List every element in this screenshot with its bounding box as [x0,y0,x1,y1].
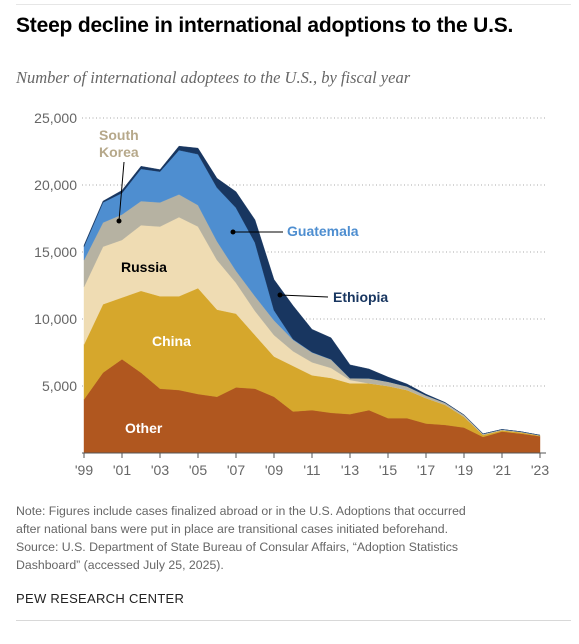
x-tick-label: '23 [531,462,549,478]
chart-subtitle: Number of international adoptees to the … [16,68,411,87]
x-tick-label: '13 [341,462,359,478]
y-tick-label: 5,000 [42,378,77,394]
x-tick-label: '21 [493,462,511,478]
x-tick-label: '03 [151,462,169,478]
leader-south-korea [118,161,125,222]
note-line: after national bans were put in place ar… [16,522,449,536]
area-chart: 5,000 10,000 15,000 20,000 25,000 '99 '0… [34,110,549,478]
note-line: Note: Figures include cases finalized ab… [16,504,466,518]
series-label-ethiopia: Ethiopia [333,289,388,305]
series-label-guatemala: Guatemala [287,223,359,239]
axes: 5,000 10,000 15,000 20,000 25,000 '99 '0… [34,110,549,478]
x-tick-label: '09 [265,462,283,478]
series-label-china: China [152,333,191,349]
note-line: Source: U.S. Department of State Bureau … [16,540,458,554]
y-tick-label: 15,000 [34,244,77,260]
x-tick-label: '15 [379,462,397,478]
area-ethiopia [83,145,541,436]
y-tick-label: 20,000 [34,177,77,193]
y-tick-label: 10,000 [34,311,77,327]
leader-ethiopia-dot [277,292,283,298]
x-tick-label: '99 [75,462,93,478]
series-label-south-korea: Korea [99,144,139,160]
x-tick-label: '05 [189,462,207,478]
area-series [83,145,541,454]
series-label-russia: Russia [121,259,167,275]
series-labels: Other China Russia South Korea Guatemala… [99,127,388,436]
label-leader-lines [116,161,329,298]
note-line: Dashboard” (accessed July 25, 2025). [16,558,224,572]
x-tick-label: '11 [303,462,320,478]
leader-guatemala-dot [230,229,236,235]
leader-ethiopia [279,294,329,298]
x-tick-label: '17 [417,462,435,478]
brand-footer: PEW RESEARCH CENTER [16,591,185,606]
x-tick-label: '01 [113,462,131,478]
chart-note: Note: Figures include cases finalized ab… [16,502,571,574]
top-rule [16,4,571,5]
y-tick-label: 25,000 [34,110,77,126]
chart-title: Steep decline in international adoptions… [16,14,514,37]
leader-south-korea-dot [116,218,122,224]
series-label-other: Other [125,420,163,436]
series-label-south-korea: South [99,127,139,143]
x-tick-label: '07 [227,462,245,478]
bottom-rule [16,620,571,621]
x-tick-label: '19 [455,462,473,478]
